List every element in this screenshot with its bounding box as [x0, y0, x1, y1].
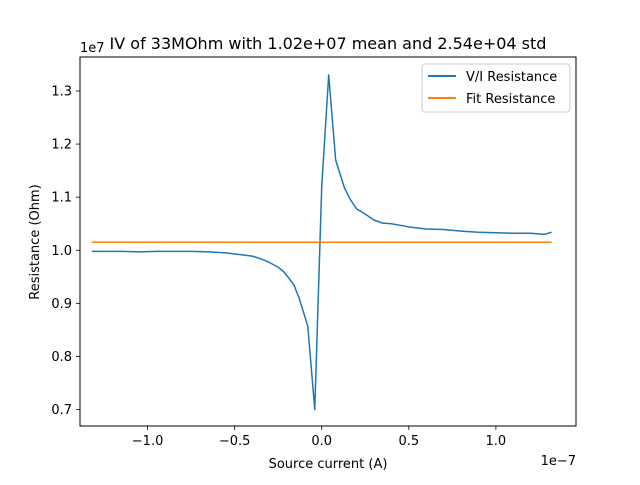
chart-title: IV of 33MOhm with 1.02e+07 mean and 2.54… — [110, 34, 547, 53]
x-tick-label: 0.5 — [398, 434, 419, 449]
x-axis-label: Source current (A) — [269, 457, 388, 472]
plot-area-background — [80, 57, 576, 426]
plot-frame — [79, 56, 577, 427]
y-tick-label: 1.0 — [51, 244, 72, 259]
y-axis-ticks: 0.7 0.8 0.9 1.0 1.1 1.2 1.3 — [51, 84, 80, 418]
series-line-v-i-resistance — [91, 74, 552, 411]
y-axis-offset-label: 1e7 — [80, 41, 105, 56]
x-tick-label: 1.0 — [486, 434, 507, 449]
legend-label-vi-resistance: V/I Resistance — [466, 70, 557, 85]
y-tick-label: 1.1 — [51, 191, 72, 206]
legend: V/I Resistance Fit Resistance — [421, 63, 571, 113]
x-tick-label: 0.0 — [311, 434, 332, 449]
x-tick-label: −1.0 — [132, 434, 164, 449]
x-axis-ticks: −1.0 −0.5 0.0 0.5 1.0 — [132, 426, 506, 449]
plot-lines — [91, 74, 552, 411]
y-tick-label: 0.9 — [51, 297, 72, 312]
legend-label-fit-resistance: Fit Resistance — [466, 92, 555, 107]
x-axis-offset-label: 1e−7 — [541, 454, 576, 469]
y-tick-label: 0.8 — [51, 350, 72, 365]
legend-box — [421, 63, 571, 113]
y-tick-label: 1.3 — [51, 84, 72, 99]
x-tick-label: −0.5 — [219, 434, 251, 449]
y-axis-label: Resistance (Ohm) — [28, 184, 43, 299]
y-tick-label: 0.7 — [51, 403, 72, 418]
y-tick-label: 1.2 — [51, 138, 72, 153]
